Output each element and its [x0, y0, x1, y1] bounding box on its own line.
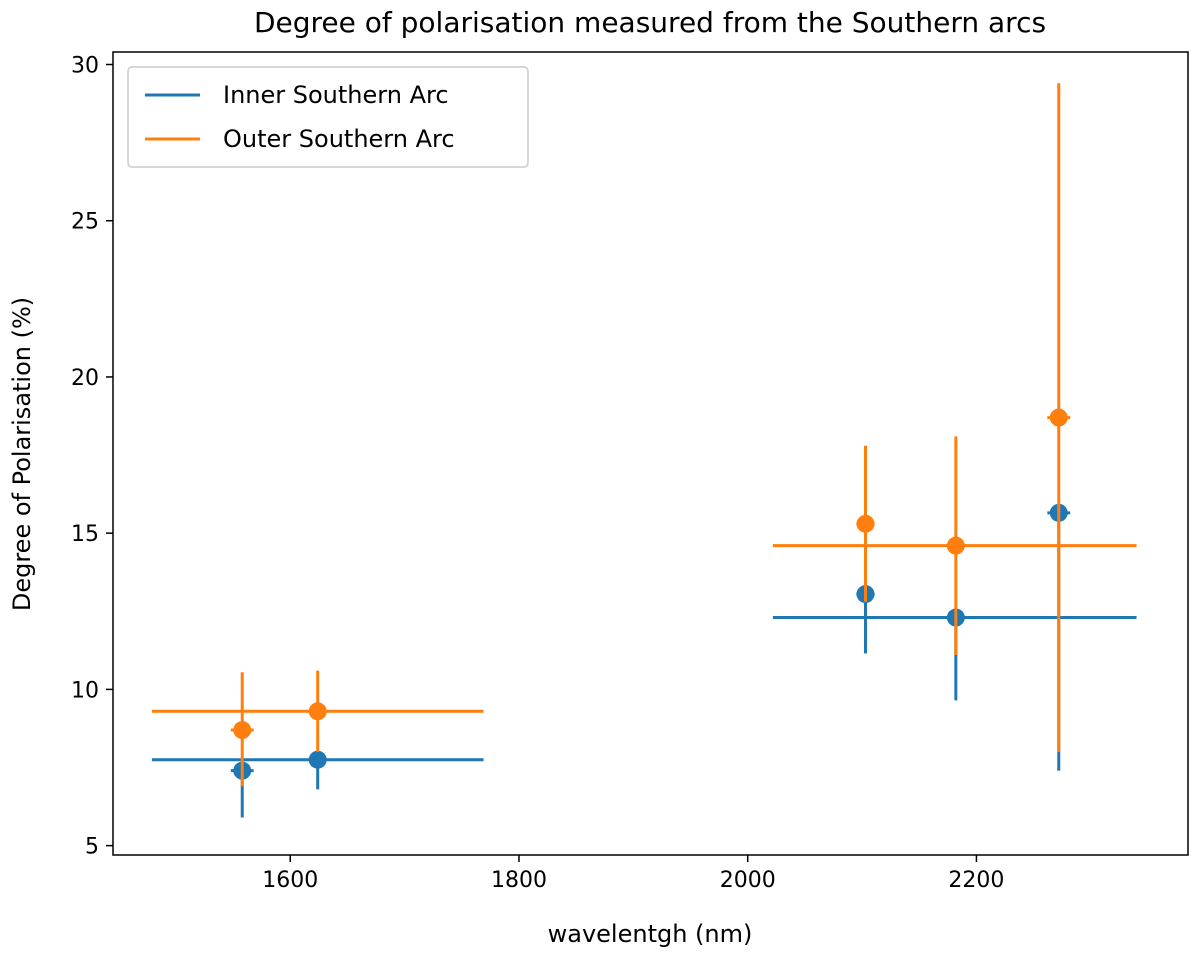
- y-tick-label: 25: [71, 210, 99, 235]
- y-axis-label: Degree of Polarisation (%): [8, 297, 36, 611]
- data-point: [308, 702, 327, 721]
- x-tick-label: 1800: [491, 868, 547, 893]
- data-point: [308, 750, 327, 769]
- y-tick-label: 10: [71, 678, 99, 703]
- y-tick-label: 5: [85, 835, 99, 860]
- data-point: [946, 536, 965, 555]
- x-tick-label: 2000: [720, 868, 776, 893]
- legend: Inner Southern Arc Outer Southern Arc: [127, 66, 529, 168]
- legend-label: Inner Southern Arc: [223, 81, 449, 109]
- axis-layer: 1600 1800 2000 2200 5 10 15 20 25 30: [71, 51, 1189, 893]
- data-point: [856, 514, 875, 533]
- legend-box: [127, 66, 529, 168]
- y-tick-label: 20: [71, 366, 99, 391]
- chart-title: Degree of polarisation measured from the…: [254, 6, 1046, 39]
- x-tick-label: 1600: [262, 868, 318, 893]
- series-1: [151, 83, 1137, 787]
- legend-label: Outer Southern Arc: [223, 125, 455, 153]
- data-point: [233, 721, 252, 740]
- x-tick-label: 2200: [948, 868, 1004, 893]
- x-axis-label: wavelentgh (nm): [548, 920, 753, 948]
- y-tick-label: 30: [71, 53, 99, 78]
- data-layer: [151, 83, 1137, 818]
- plot-frame: [112, 51, 1189, 856]
- data-point: [1049, 408, 1068, 427]
- y-tick-label: 15: [71, 522, 99, 547]
